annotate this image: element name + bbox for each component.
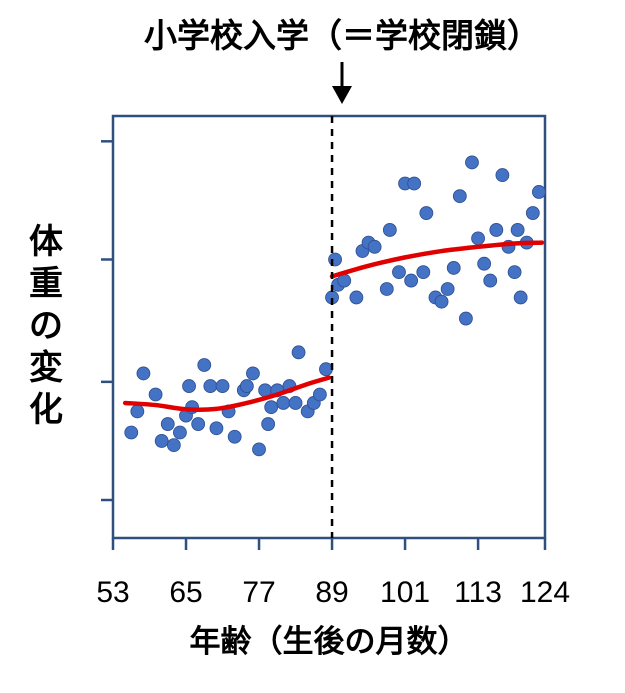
data-point-6 [166, 438, 181, 453]
data-point-54 [452, 189, 467, 204]
data-point-47 [407, 176, 422, 191]
data-point-64 [510, 223, 525, 237]
x-tick-label-65: 65 [169, 576, 202, 609]
y-axis-label-char-2: の [29, 306, 63, 346]
data-point-20 [246, 366, 260, 381]
x-axis-label: 年齢（生後の月数） [190, 624, 469, 660]
data-point-56 [465, 155, 479, 170]
data-point-65 [513, 290, 528, 305]
cutoff-arrow-head [332, 86, 352, 104]
data-point-4 [154, 434, 169, 448]
data-point-15 [215, 379, 230, 393]
data-point-26 [276, 396, 291, 410]
trend-line-before-entry [122, 375, 332, 412]
data-point-19 [239, 379, 254, 393]
plot-frame [111, 114, 547, 540]
data-point-7 [173, 425, 187, 440]
data-point-28 [288, 396, 303, 410]
y-axis-label-char-3: 変 [29, 348, 63, 388]
data-point-61 [495, 168, 510, 182]
data-point-55 [459, 311, 473, 326]
data-point-51 [434, 294, 449, 309]
data-point-35 [328, 252, 342, 267]
data-point-44 [392, 265, 406, 280]
data-point-46 [404, 273, 419, 288]
data-point-68 [532, 185, 546, 199]
data-point-60 [489, 223, 504, 237]
x-tick-label-124: 124 [520, 576, 570, 609]
data-point-13 [203, 379, 218, 393]
x-tick-label-113: 113 [454, 576, 502, 609]
data-point-42 [379, 282, 394, 296]
data-point-59 [483, 273, 498, 288]
data-point-32 [312, 387, 327, 402]
data-point-53 [446, 261, 461, 275]
x-tick-label-101: 101 [380, 576, 430, 609]
y-ticks [101, 140, 113, 502]
data-point-17 [227, 429, 242, 444]
data-point-43 [382, 223, 397, 237]
x-tick-label-89: 89 [315, 576, 348, 609]
data-point-63 [507, 265, 522, 280]
data-point-67 [525, 206, 540, 220]
chart-title: 小学校入学（＝学校閉鎖） [144, 16, 540, 55]
data-point-9 [182, 379, 196, 393]
data-point-1 [130, 404, 145, 419]
data-point-23 [261, 417, 276, 431]
x-tick-label-77: 77 [242, 576, 275, 609]
data-point-48 [416, 265, 431, 280]
data-point-49 [419, 206, 434, 220]
data-point-2 [136, 366, 151, 381]
data-point-11 [191, 417, 206, 431]
data-point-0 [124, 425, 139, 440]
data-point-33 [319, 362, 333, 377]
trend-line-after-entry [329, 240, 545, 279]
data-point-5 [160, 417, 175, 431]
data-point-29 [291, 345, 306, 360]
data-point-52 [440, 282, 455, 296]
data-point-58 [477, 256, 492, 271]
x-ticks [111, 538, 547, 550]
data-point-14 [209, 421, 224, 436]
y-axis-label-char-1: 重 [29, 264, 63, 304]
y-axis-label-char-0: 体 [29, 222, 63, 262]
y-axis-label-char-4: 化 [29, 390, 63, 430]
data-point-3 [148, 387, 163, 402]
x-tick-label-53: 53 [96, 576, 129, 609]
x-tick-labels: 53 65 77 89 101 113 124 [96, 576, 570, 609]
data-point-57 [471, 231, 485, 246]
data-points [124, 155, 546, 457]
data-point-24 [264, 400, 279, 415]
plot-area [101, 114, 547, 550]
data-point-38 [349, 290, 364, 305]
data-point-41 [367, 239, 382, 254]
data-point-12 [197, 358, 212, 372]
data-point-21 [252, 442, 266, 457]
